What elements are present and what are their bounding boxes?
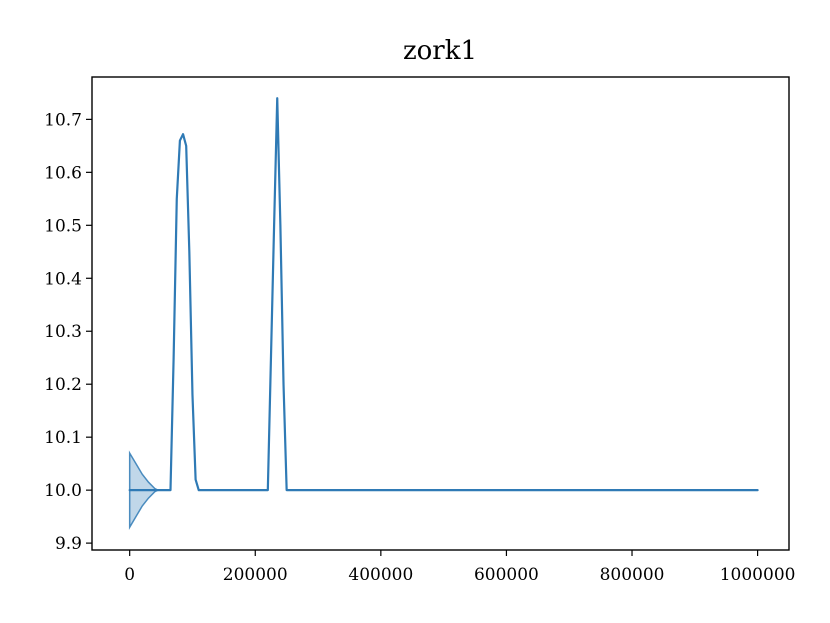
y-axis: 9.9 10.0 10.1 10.2 10.3 10.4 10.5 10.6 10.7 <box>44 110 92 554</box>
axes-frame <box>91 76 790 551</box>
y-tick-label: 10.5 <box>44 216 82 236</box>
y-tick-label: 10.7 <box>44 110 82 130</box>
x-tick-label: 600000 <box>474 565 539 585</box>
x-axis: 0 200000 400000 600000 800000 1000000 <box>124 550 795 585</box>
x-tick-label: 800000 <box>600 565 665 585</box>
y-tick-label: 10.0 <box>44 481 82 501</box>
x-tick-label: 400000 <box>348 565 413 585</box>
y-tick-label: 9.9 <box>55 534 82 554</box>
y-tick-label: 10.6 <box>44 163 82 183</box>
chart-title: zork1 <box>403 36 477 66</box>
y-tick-label: 10.1 <box>44 428 82 448</box>
x-tick-label: 1000000 <box>720 565 796 585</box>
x-tick-label: 0 <box>124 565 135 585</box>
x-tick-label: 200000 <box>223 565 288 585</box>
y-tick-label: 10.4 <box>44 269 82 289</box>
series-line <box>128 97 759 492</box>
y-tick-label: 10.3 <box>44 322 82 342</box>
y-tick-label: 10.2 <box>44 375 82 395</box>
plot-area <box>128 97 759 530</box>
